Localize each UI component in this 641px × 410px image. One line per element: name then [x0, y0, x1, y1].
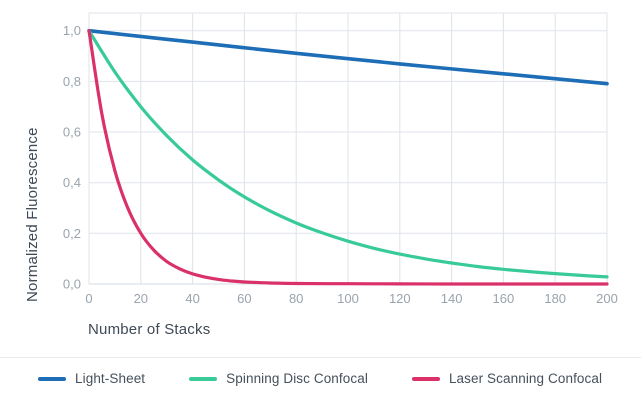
legend-item-spinning-disc-confocal[interactable]: Spinning Disc Confocal: [189, 371, 368, 386]
y-tick-label: 1,0: [63, 23, 81, 38]
legend-item-laser-scanning-confocal[interactable]: Laser Scanning Confocal: [411, 371, 603, 386]
x-tick-label: 160: [493, 291, 515, 306]
y-tick-label: 0,6: [63, 125, 81, 140]
x-tick-label: 20: [134, 291, 148, 306]
legend-swatch-icon: [189, 376, 218, 381]
series-line-spinning-disc-confocal: [87, 29, 609, 279]
y-tick-label: 0,2: [63, 226, 81, 241]
x-tick-label: 60: [237, 291, 251, 306]
x-axis-title: Number of Stacks: [88, 321, 211, 338]
x-tick-label: 120: [389, 291, 411, 306]
legend-swatch-icon: [38, 376, 66, 381]
legend-item-light-sheet[interactable]: Light-Sheet: [38, 371, 145, 386]
y-tick-label: 0,8: [63, 74, 81, 89]
y-tick-label: 0,4: [63, 175, 81, 190]
x-tick-label: 100: [337, 291, 359, 306]
gridlines: [88, 12, 608, 285]
x-tick-label: 0: [85, 291, 92, 306]
x-tick-label: 40: [185, 291, 199, 306]
series-line-laser-scanning-confocal: [87, 29, 609, 286]
legend-swatch-icon: [411, 376, 440, 381]
x-tick-label: 200: [596, 291, 618, 306]
y-tick-label: 0,0: [63, 277, 81, 292]
legend-label: Laser Scanning Confocal: [448, 371, 603, 386]
legend: Light-Sheet Spinning Disc Confocal Laser S…: [0, 357, 641, 399]
tick-labels: 0,0 0,2 0,4 0,6 0,8 1,0 0 20 40 60 80 100 120 140 160 1…: [63, 23, 618, 306]
series-line-light-sheet: [87, 28, 609, 86]
line-chart: 0,0 0,2 0,4 0,6 0,8 1,0 0 20 40 60 80 100 120 140 160 1…: [63, 12, 618, 306]
x-tick-label: 140: [441, 291, 463, 306]
x-tick-label: 80: [289, 291, 303, 306]
x-tick-label: 180: [544, 291, 566, 306]
legend-label: Spinning Disc Confocal: [226, 371, 368, 386]
y-axis-title: Normalized Fluorescence: [24, 127, 41, 302]
legend-label: Light-Sheet: [75, 371, 146, 386]
